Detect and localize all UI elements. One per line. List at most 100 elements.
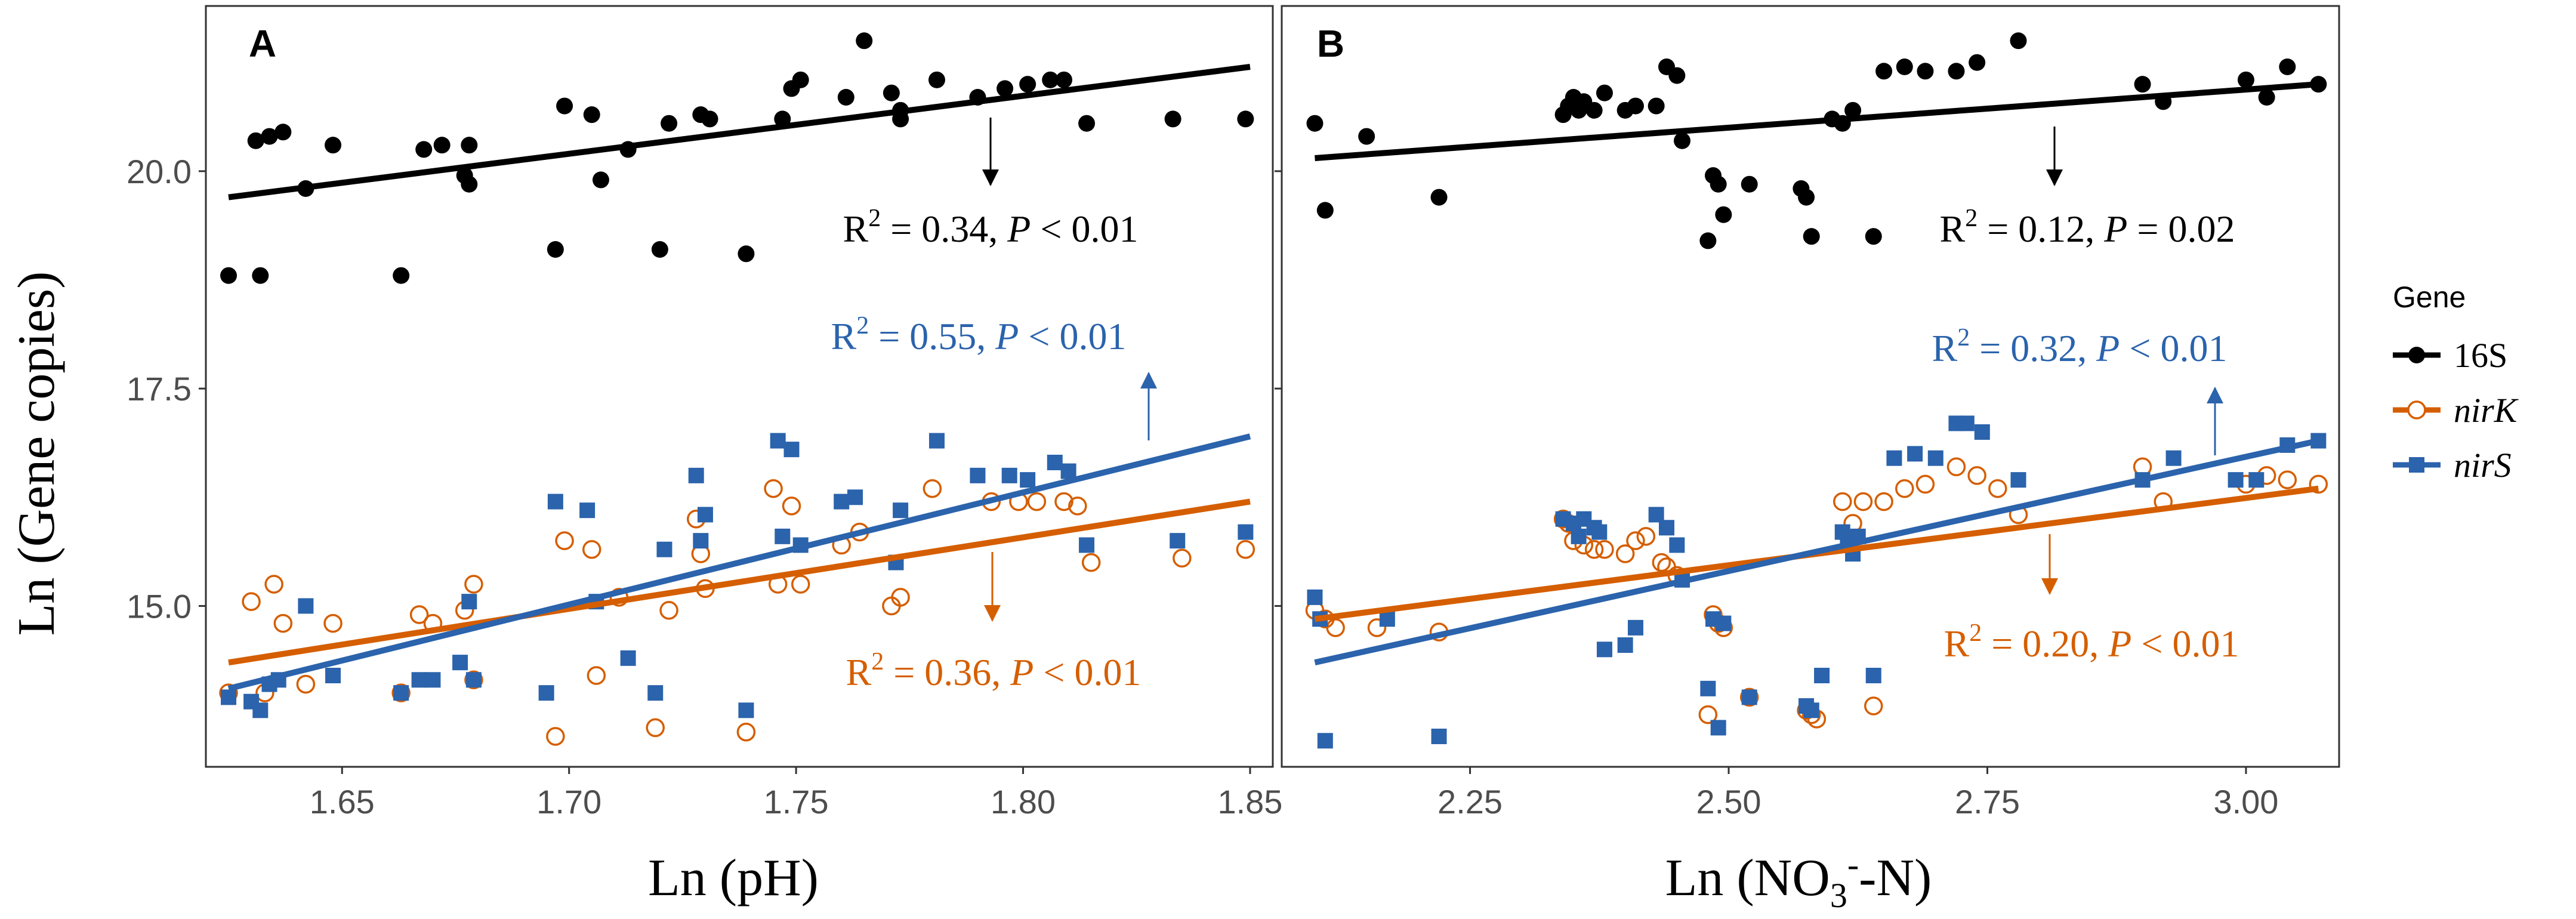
point-nirK <box>264 575 283 594</box>
point-16S <box>1042 71 1059 88</box>
point-16S <box>1844 101 1862 119</box>
legend-label: nirS <box>2454 446 2512 485</box>
point-nirS <box>738 702 754 718</box>
point-16S <box>1715 206 1732 223</box>
point-16S <box>1056 71 1073 88</box>
point-nirK <box>273 613 293 633</box>
point-16S <box>1306 115 1324 132</box>
point-16S <box>837 89 854 106</box>
arrowhead <box>2046 169 2063 186</box>
annotation-16S: R2 = 0.12, P = 0.02 <box>1940 205 2235 250</box>
point-nirS <box>770 433 786 449</box>
point-16S <box>1798 189 1815 206</box>
point-nirK <box>1988 479 2007 498</box>
point-16S <box>1948 63 1965 80</box>
point-16S <box>1627 97 1644 115</box>
x-tick-label: 1.75 <box>764 783 829 821</box>
x-tick-label: 3.00 <box>2213 783 2278 821</box>
y-axis-title: Ln (Gene copies) <box>8 272 66 636</box>
point-nirS <box>1571 528 1587 544</box>
annotation-nirK: R2 = 0.36, P < 0.01 <box>846 648 1142 693</box>
point-16S <box>583 106 600 124</box>
point-nirS <box>834 494 850 510</box>
point-16S <box>1896 58 1913 75</box>
annotation-nirK: R2 = 0.20, P < 0.01 <box>1944 619 2239 665</box>
point-16S <box>261 128 278 145</box>
point-nirK <box>242 592 261 611</box>
point-nirK <box>1236 539 1255 559</box>
point-16S <box>393 267 410 284</box>
point-16S <box>274 124 292 141</box>
point-nirK <box>782 496 801 516</box>
point-16S <box>433 137 451 154</box>
point-nirS <box>1020 472 1036 488</box>
point-nirK <box>1584 539 1604 559</box>
point-nirK <box>891 588 910 607</box>
legend-item-nirK: nirK <box>2393 391 2519 430</box>
point-nirS <box>1617 637 1633 653</box>
point-16S <box>1668 67 1686 84</box>
point-nirK <box>1967 466 1986 485</box>
panel-a: 15.0 17.5 20.0 1.65 1.70 1.75 1.80 1.85 A R2 = 0.… <box>127 5 1282 907</box>
point-16S <box>325 137 342 154</box>
x-tick-label: 2.25 <box>1437 783 1503 821</box>
point-16S <box>1358 128 1375 145</box>
point-16S <box>1078 115 1096 132</box>
point-nirK <box>582 539 601 559</box>
x-tick-label: 2.50 <box>1696 783 1761 821</box>
panel-label: A <box>249 22 276 65</box>
point-nirS <box>1741 689 1757 705</box>
point-nirK <box>296 674 316 694</box>
point-16S <box>1917 63 1934 80</box>
point-nirK <box>409 605 429 624</box>
legend-item-nirS: nirS <box>2393 446 2512 485</box>
point-nirS <box>221 689 237 705</box>
legend-label: 16S <box>2454 336 2507 375</box>
point-nirS <box>1886 450 1902 466</box>
point-16S <box>415 141 433 158</box>
point-nirS <box>1047 455 1063 470</box>
point-nirK <box>391 683 411 702</box>
legend-item-16S: 16S <box>2393 336 2507 375</box>
point-nirS <box>325 668 341 683</box>
point-nirK <box>1326 618 1345 637</box>
point-nirS <box>697 507 713 523</box>
point-nirK <box>1595 539 1614 559</box>
point-nirS <box>970 467 986 483</box>
point-nirS <box>538 685 554 701</box>
point-nirS <box>1814 668 1830 683</box>
point-nirS <box>1716 615 1732 631</box>
y-tick-label: 15.0 <box>127 587 192 625</box>
point-nirS <box>393 685 409 701</box>
point-16S <box>1019 76 1036 93</box>
point-nirS <box>1907 446 1923 462</box>
x-tick-label: 2.75 <box>1955 783 2020 821</box>
point-nirK <box>2278 470 2297 489</box>
point-nirK <box>1173 548 1192 568</box>
point-16S <box>1596 84 1613 101</box>
legend-title: Gene <box>2393 280 2466 314</box>
point-16S <box>792 71 809 88</box>
fit-line-nirK <box>228 498 1251 666</box>
point-16S <box>1710 175 1727 193</box>
legend-label: nirK <box>2454 391 2519 430</box>
point-16S <box>247 132 264 149</box>
point-nirS <box>1079 537 1095 553</box>
point-16S <box>1699 232 1717 249</box>
point-nirK <box>1739 687 1759 707</box>
point-nirS <box>2248 472 2265 488</box>
point-16S <box>556 97 573 115</box>
point-16S <box>997 80 1014 97</box>
point-nirK <box>791 575 810 594</box>
point-nirS <box>693 533 709 549</box>
fit-line-16S <box>1315 81 2319 161</box>
plot-frame <box>1281 5 2340 768</box>
point-nirS <box>1431 729 1447 744</box>
point-nirS <box>1060 463 1076 479</box>
point-16S <box>928 71 945 88</box>
point-nirS <box>1307 589 1323 605</box>
point-16S <box>1237 110 1254 128</box>
point-nirS <box>465 672 482 688</box>
point-nirS <box>1658 520 1674 536</box>
